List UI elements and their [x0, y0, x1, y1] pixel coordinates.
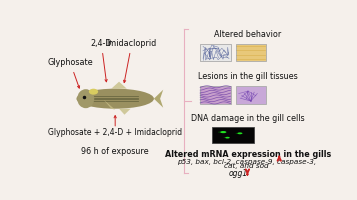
- Text: Glyphosate + 2,4-D + Imidacloprid: Glyphosate + 2,4-D + Imidacloprid: [48, 128, 182, 137]
- FancyBboxPatch shape: [212, 127, 255, 143]
- Ellipse shape: [220, 131, 226, 133]
- Ellipse shape: [225, 137, 230, 138]
- Text: 2,4-D: 2,4-D: [91, 39, 112, 82]
- Polygon shape: [111, 82, 127, 89]
- FancyBboxPatch shape: [200, 86, 231, 104]
- Text: p53, bax, bcl-2, caspase-9, caspase-3,: p53, bax, bcl-2, caspase-9, caspase-3,: [177, 159, 316, 165]
- Polygon shape: [104, 100, 115, 110]
- FancyBboxPatch shape: [236, 86, 266, 104]
- Polygon shape: [154, 90, 163, 108]
- Text: Lesions in the gill tissues: Lesions in the gill tissues: [198, 72, 298, 81]
- Text: Imidacloprid: Imidacloprid: [107, 39, 157, 83]
- FancyBboxPatch shape: [200, 44, 231, 61]
- Text: DNA damage in the gill cells: DNA damage in the gill cells: [191, 114, 305, 123]
- Text: ogg1: ogg1: [229, 169, 248, 178]
- Ellipse shape: [76, 89, 154, 109]
- Ellipse shape: [223, 137, 229, 138]
- Text: Altered behavior: Altered behavior: [214, 30, 282, 39]
- Ellipse shape: [236, 133, 241, 134]
- Text: cat, and sod: cat, and sod: [224, 163, 269, 169]
- Text: Glyphosate: Glyphosate: [47, 58, 93, 88]
- Ellipse shape: [89, 89, 98, 95]
- Text: 96 h of exposure: 96 h of exposure: [81, 147, 149, 156]
- Ellipse shape: [77, 89, 94, 108]
- Ellipse shape: [218, 131, 225, 133]
- Polygon shape: [119, 109, 131, 115]
- FancyBboxPatch shape: [236, 44, 266, 61]
- Ellipse shape: [237, 132, 242, 134]
- Text: Altered mRNA expression in the gills: Altered mRNA expression in the gills: [165, 150, 331, 159]
